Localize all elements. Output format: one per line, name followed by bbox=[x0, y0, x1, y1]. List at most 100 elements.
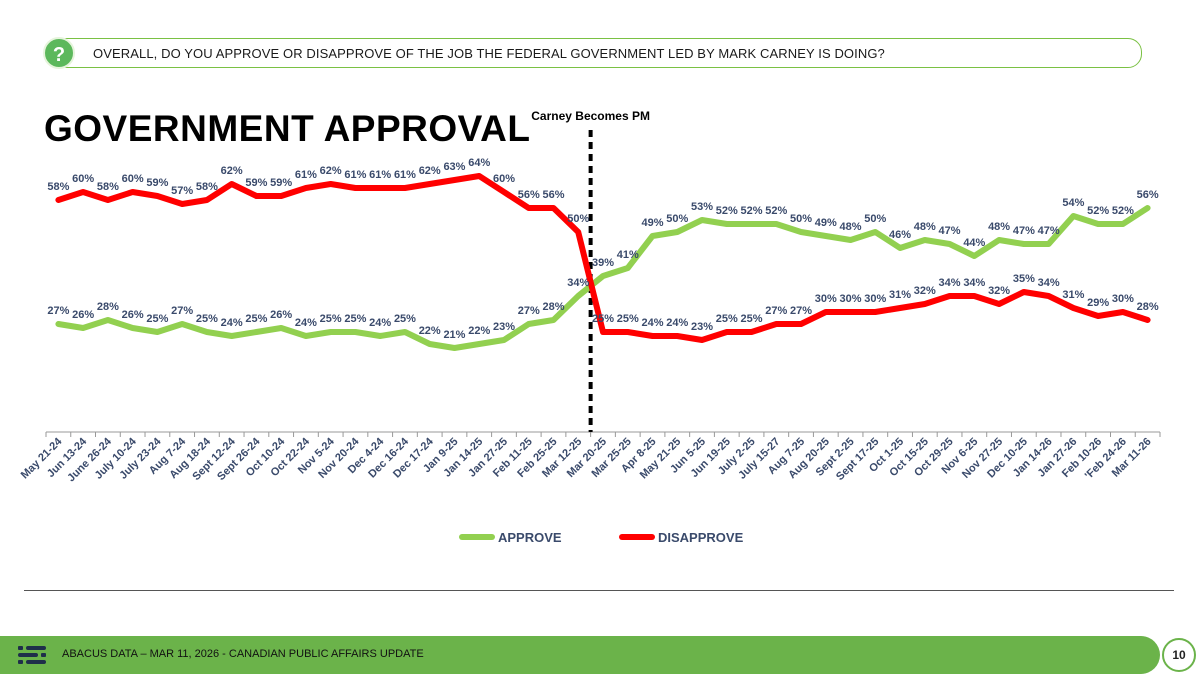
question-icon: ? bbox=[43, 37, 75, 69]
data-label-disapprove: 34% bbox=[1038, 277, 1060, 289]
series-line-approve bbox=[55, 205, 1151, 351]
data-label-approve: 27% bbox=[171, 305, 193, 317]
data-label-disapprove: 50% bbox=[567, 213, 589, 225]
data-label-disapprove: 60% bbox=[493, 173, 515, 185]
data-label-disapprove: 59% bbox=[245, 177, 267, 189]
data-label-approve: 48% bbox=[840, 221, 862, 233]
chart-title: GOVERNMENT APPROVAL bbox=[44, 108, 531, 149]
data-label-disapprove: 30% bbox=[1112, 293, 1134, 305]
data-label-disapprove: 30% bbox=[840, 293, 862, 305]
data-label-disapprove: 31% bbox=[889, 289, 911, 301]
data-label-approve: 24% bbox=[295, 317, 317, 329]
data-label-approve: 25% bbox=[146, 313, 168, 325]
data-label-disapprove: 27% bbox=[790, 305, 812, 317]
data-label-approve: 52% bbox=[741, 205, 763, 217]
data-label-approve: 21% bbox=[443, 329, 465, 341]
data-label-approve: 46% bbox=[889, 229, 911, 241]
data-label-approve: 47% bbox=[1013, 225, 1035, 237]
data-label-approve: 25% bbox=[320, 313, 342, 325]
data-label-approve: 22% bbox=[419, 325, 441, 337]
data-label-disapprove: 58% bbox=[47, 181, 69, 193]
data-label-approve: 22% bbox=[468, 325, 490, 337]
data-label-disapprove: 25% bbox=[741, 313, 763, 325]
question-text: OVERALL, DO YOU APPROVE OR DISAPPROVE OF… bbox=[93, 46, 885, 61]
data-label-approve: 23% bbox=[493, 321, 515, 333]
data-label-approve: 50% bbox=[666, 213, 688, 225]
series-line-disapprove bbox=[55, 173, 1151, 343]
data-label-disapprove: 30% bbox=[815, 293, 837, 305]
data-label-disapprove: 28% bbox=[1137, 301, 1159, 313]
data-label-approve: 53% bbox=[691, 201, 713, 213]
data-label-disapprove: 62% bbox=[419, 165, 441, 177]
footer-text: ABACUS DATA – MAR 11, 2026 - CANADIAN PU… bbox=[62, 648, 424, 660]
data-label-disapprove: 29% bbox=[1087, 297, 1109, 309]
data-label-disapprove: 62% bbox=[221, 165, 243, 177]
data-label-disapprove: 24% bbox=[641, 317, 663, 329]
data-label-approve: 47% bbox=[1038, 225, 1060, 237]
data-label-disapprove: 63% bbox=[443, 161, 465, 173]
data-label-approve: 27% bbox=[47, 305, 69, 317]
data-label-approve: 28% bbox=[542, 301, 564, 313]
data-label-approve: 25% bbox=[196, 313, 218, 325]
data-label-approve: 52% bbox=[765, 205, 787, 217]
data-label-approve: 26% bbox=[122, 309, 144, 321]
data-label-disapprove: 64% bbox=[468, 157, 490, 169]
data-label-approve: 24% bbox=[369, 317, 391, 329]
data-label-approve: 26% bbox=[270, 309, 292, 321]
footer-bar: ABACUS DATA – MAR 11, 2026 - CANADIAN PU… bbox=[0, 636, 1160, 674]
data-label-approve: 25% bbox=[245, 313, 267, 325]
data-label-disapprove: 34% bbox=[963, 277, 985, 289]
data-label-disapprove: 27% bbox=[765, 305, 787, 317]
data-label-approve: 48% bbox=[988, 221, 1010, 233]
data-label-approve: 24% bbox=[221, 317, 243, 329]
data-label-approve: 26% bbox=[72, 309, 94, 321]
data-label-disapprove: 25% bbox=[617, 313, 639, 325]
data-label-approve: 27% bbox=[518, 305, 540, 317]
data-label-disapprove: 25% bbox=[716, 313, 738, 325]
data-label-approve: 50% bbox=[790, 213, 812, 225]
data-label-approve: 28% bbox=[97, 301, 119, 313]
data-label-approve: 52% bbox=[1112, 205, 1134, 217]
data-label-approve: 25% bbox=[394, 313, 416, 325]
data-label-disapprove: 59% bbox=[270, 177, 292, 189]
data-label-disapprove: 32% bbox=[988, 285, 1010, 297]
data-label-disapprove: 35% bbox=[1013, 273, 1035, 285]
data-label-approve: 54% bbox=[1062, 197, 1084, 209]
data-label-approve: 47% bbox=[939, 225, 961, 237]
data-label-approve: 49% bbox=[815, 217, 837, 229]
data-label-disapprove: 32% bbox=[914, 285, 936, 297]
data-label-disapprove: 59% bbox=[146, 177, 168, 189]
data-label-disapprove: 56% bbox=[542, 189, 564, 201]
page-number: 10 bbox=[1162, 638, 1196, 672]
data-label-disapprove: 60% bbox=[122, 173, 144, 185]
data-label-approve: 50% bbox=[864, 213, 886, 225]
data-label-approve: 34% bbox=[567, 277, 589, 289]
data-label-approve: 25% bbox=[344, 313, 366, 325]
data-label-disapprove: 58% bbox=[196, 181, 218, 193]
question-bar: ? OVERALL, DO YOU APPROVE OR DISAPPROVE … bbox=[43, 37, 1142, 69]
data-label-approve: 49% bbox=[641, 217, 663, 229]
data-label-approve: 52% bbox=[716, 205, 738, 217]
data-label-approve: 48% bbox=[914, 221, 936, 233]
data-label-disapprove: 60% bbox=[72, 173, 94, 185]
data-label-disapprove: 58% bbox=[97, 181, 119, 193]
data-label-approve: 56% bbox=[1137, 189, 1159, 201]
data-label-disapprove: 56% bbox=[518, 189, 540, 201]
data-label-disapprove: 61% bbox=[369, 169, 391, 181]
divider bbox=[24, 590, 1174, 591]
data-label-disapprove: 23% bbox=[691, 321, 713, 333]
data-label-approve: 39% bbox=[592, 257, 614, 269]
data-label-disapprove: 24% bbox=[666, 317, 688, 329]
abacus-logo-icon bbox=[18, 646, 46, 664]
data-label-approve: 52% bbox=[1087, 205, 1109, 217]
data-label-disapprove: 61% bbox=[295, 169, 317, 181]
data-label-disapprove: 57% bbox=[171, 185, 193, 197]
data-label-disapprove: 61% bbox=[344, 169, 366, 181]
legend-label-approve: APPROVE bbox=[498, 530, 562, 545]
carney-pm-annotation: Carney Becomes PM bbox=[531, 109, 650, 123]
data-label-disapprove: 61% bbox=[394, 169, 416, 181]
data-label-approve: 44% bbox=[963, 237, 985, 249]
data-label-disapprove: 34% bbox=[939, 277, 961, 289]
data-label-disapprove: 30% bbox=[864, 293, 886, 305]
